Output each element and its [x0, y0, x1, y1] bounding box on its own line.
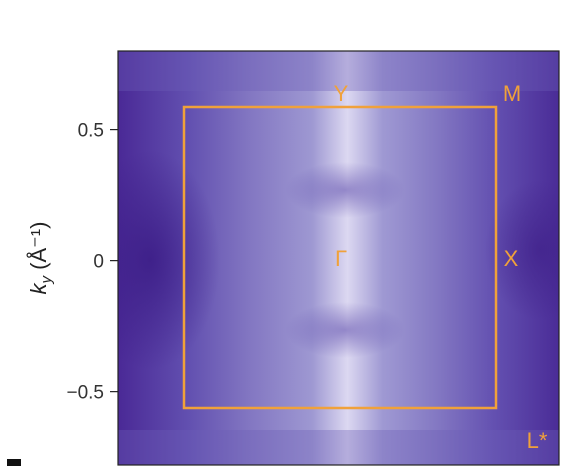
y-axis-ticks: 0.5 0 −0.5: [66, 121, 118, 404]
bz-point-gamma: Γ: [335, 246, 347, 271]
bz-point-L-star: L*: [527, 428, 548, 453]
bz-point-Y: Y: [334, 81, 349, 106]
bz-point-X: X: [504, 246, 519, 271]
brillouin-zone-boundary: [182, 105, 498, 410]
bz-point-M: M: [503, 81, 521, 106]
y-axis-label: ky (Å⁻¹): [26, 222, 55, 295]
y-axis-label-symbol: k: [26, 282, 51, 294]
y-tick-label: 0.5: [78, 121, 104, 142]
corner-marker: [7, 459, 21, 466]
y-tick-label: 0: [93, 252, 104, 273]
y-tick-label: −0.5: [66, 383, 104, 404]
brillouin-zone-labels: Y M Γ X L*: [334, 81, 548, 453]
y-axis-label-subscript: y: [38, 274, 55, 284]
y-axis-label-unit: (Å⁻¹): [26, 222, 51, 276]
plot-frame: [117, 50, 560, 466]
heatmap-image: [118, 51, 559, 465]
